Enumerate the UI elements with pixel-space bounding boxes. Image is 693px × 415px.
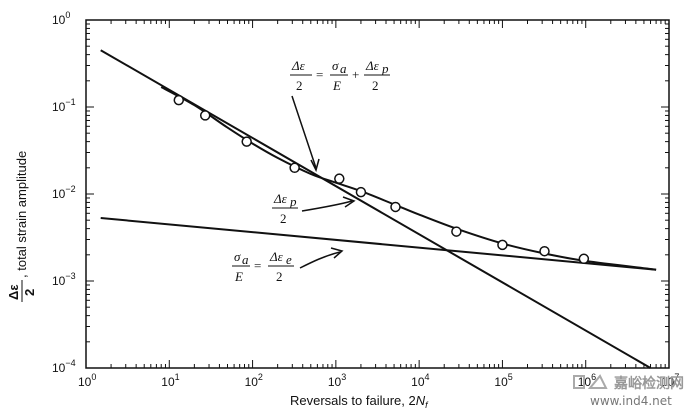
data-point — [334, 173, 345, 184]
data-point — [289, 162, 300, 174]
ann-plastic-num: Δε — [273, 191, 288, 206]
x-axis-title: Reversals to failure, 2Nf — [290, 393, 429, 410]
ann-total-sigma: σ — [332, 58, 339, 73]
data-points — [173, 94, 590, 265]
y-axis-title-num: Δε — [6, 284, 21, 300]
data-point — [451, 226, 462, 237]
ann-elastic-rhs-den: 2 — [276, 269, 283, 284]
watermark-url: www.ind4.net — [590, 394, 672, 408]
ann-total-E: E — [332, 78, 341, 93]
watermark-logo-icon — [573, 374, 608, 389]
watermark: 嘉峪检测网 www.ind4.net — [573, 374, 684, 408]
watermark-logo-text: 嘉峪检测网 — [613, 375, 684, 392]
ann-plastic-den: 2 — [280, 211, 287, 226]
data-point — [539, 245, 550, 257]
axis-ticks — [85, 20, 669, 369]
y-tick-label: 10−4 — [52, 358, 76, 375]
y-tick-label: 10−2 — [52, 184, 76, 201]
ann-total-sigma-sub: a — [340, 61, 347, 76]
x-axis-title-sub: f — [425, 400, 429, 410]
y-axis-title-text: , total strain amplitude — [14, 151, 29, 278]
ann-elastic-E: E — [234, 269, 243, 284]
data-point — [241, 136, 252, 147]
data-point — [390, 201, 401, 213]
ann-elastic-sigma-sub: a — [242, 252, 249, 267]
data-point — [578, 253, 590, 265]
ann-total-rhs-sub: p — [381, 61, 389, 76]
y-tick-label: 10−1 — [52, 97, 76, 114]
ann-plastic-sub: p — [289, 194, 297, 209]
ann-elastic-sigma: σ — [234, 249, 241, 264]
ann-total-eq: = — [316, 67, 323, 82]
ann-elastic-rhs-num: Δε — [269, 249, 284, 264]
x-tick-label: 100 — [78, 372, 96, 389]
data-point — [497, 239, 508, 251]
y-tick-label: 100 — [52, 10, 70, 27]
data-point — [173, 94, 185, 106]
ann-total-rhs-num: Δε — [365, 58, 380, 73]
y-tick-label: 10−3 — [52, 271, 76, 288]
ann-total-plus: + — [352, 67, 359, 82]
y-tick-labels: 100 10−1 10−2 10−3 10−4 — [52, 10, 76, 375]
ann-total-lhs-num: Δε — [291, 58, 306, 73]
x-tick-labels: 100 101 102 103 104 105 106 107 — [78, 372, 679, 389]
elastic-strain-line — [100, 217, 657, 271]
x-tick-label: 107 — [661, 372, 679, 389]
x-tick-label: 103 — [328, 372, 346, 389]
ann-total-rhs-den: 2 — [372, 78, 379, 93]
y-axis-title-den: 2 — [22, 289, 37, 296]
y-axis-title: Δε 2 , total strain amplitude — [6, 151, 37, 302]
elastic-annotation: σ a E = Δε e 2 — [232, 247, 344, 284]
x-tick-label: 106 — [578, 372, 596, 389]
ann-elastic-eq: = — [254, 258, 261, 273]
plastic-annotation: Δε p 2 — [272, 191, 356, 226]
ann-elastic-rhs-sub: e — [286, 252, 292, 267]
x-axis-title-var: N — [416, 393, 426, 408]
total-strain-annotation: Δε 2 = σ a E + Δε p 2 — [290, 58, 390, 173]
x-tick-label: 101 — [161, 372, 179, 389]
ann-total-lhs-den: 2 — [296, 78, 303, 93]
data-point — [199, 110, 211, 121]
x-tick-label: 105 — [494, 372, 512, 389]
total-strain-curve — [160, 86, 657, 271]
x-tick-label: 104 — [411, 372, 429, 389]
data-point — [355, 186, 367, 198]
x-axis-title-main: Reversals to failure, 2 — [290, 393, 416, 408]
x-tick-label: 102 — [245, 372, 263, 389]
